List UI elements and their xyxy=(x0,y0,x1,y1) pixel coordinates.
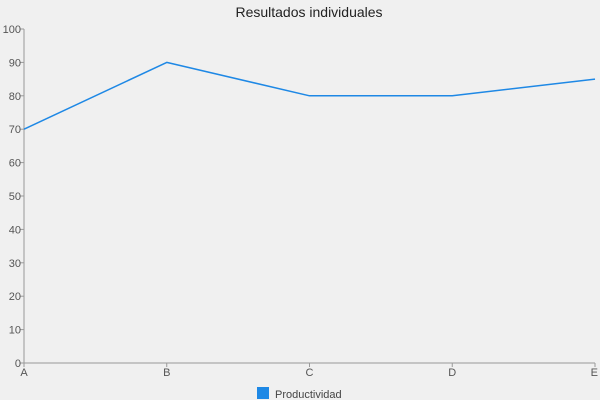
x-tick-label: E xyxy=(591,367,598,379)
y-tick-label: 90 xyxy=(9,57,21,69)
x-tick-label: C xyxy=(306,367,314,379)
y-tick-label: 70 xyxy=(9,124,21,136)
y-tick-label: 0 xyxy=(15,358,21,370)
legend-swatch-productividad xyxy=(257,387,269,399)
x-tick-label: D xyxy=(448,367,456,379)
y-axis: 0 10 20 30 40 50 60 70 80 90 100 xyxy=(3,24,25,370)
legend-label-productividad: Productividad xyxy=(275,389,342,400)
chart-title: Resultados individuales xyxy=(235,4,382,20)
x-tick-label: B xyxy=(163,367,170,379)
x-axis: A B C D E xyxy=(20,362,598,379)
y-tick-label: 100 xyxy=(3,24,21,36)
series-layer xyxy=(23,61,596,130)
y-tick-label: 10 xyxy=(9,325,21,337)
y-tick-label: 40 xyxy=(9,224,21,236)
y-tick-label: 20 xyxy=(9,291,21,303)
y-tick-label: 80 xyxy=(9,91,21,103)
legend: Productividad xyxy=(257,387,342,400)
x-tick-label: A xyxy=(20,367,28,379)
y-tick-label: 60 xyxy=(9,158,21,170)
y-tick-label: 50 xyxy=(9,191,21,203)
y-tick-label: 30 xyxy=(9,258,21,270)
